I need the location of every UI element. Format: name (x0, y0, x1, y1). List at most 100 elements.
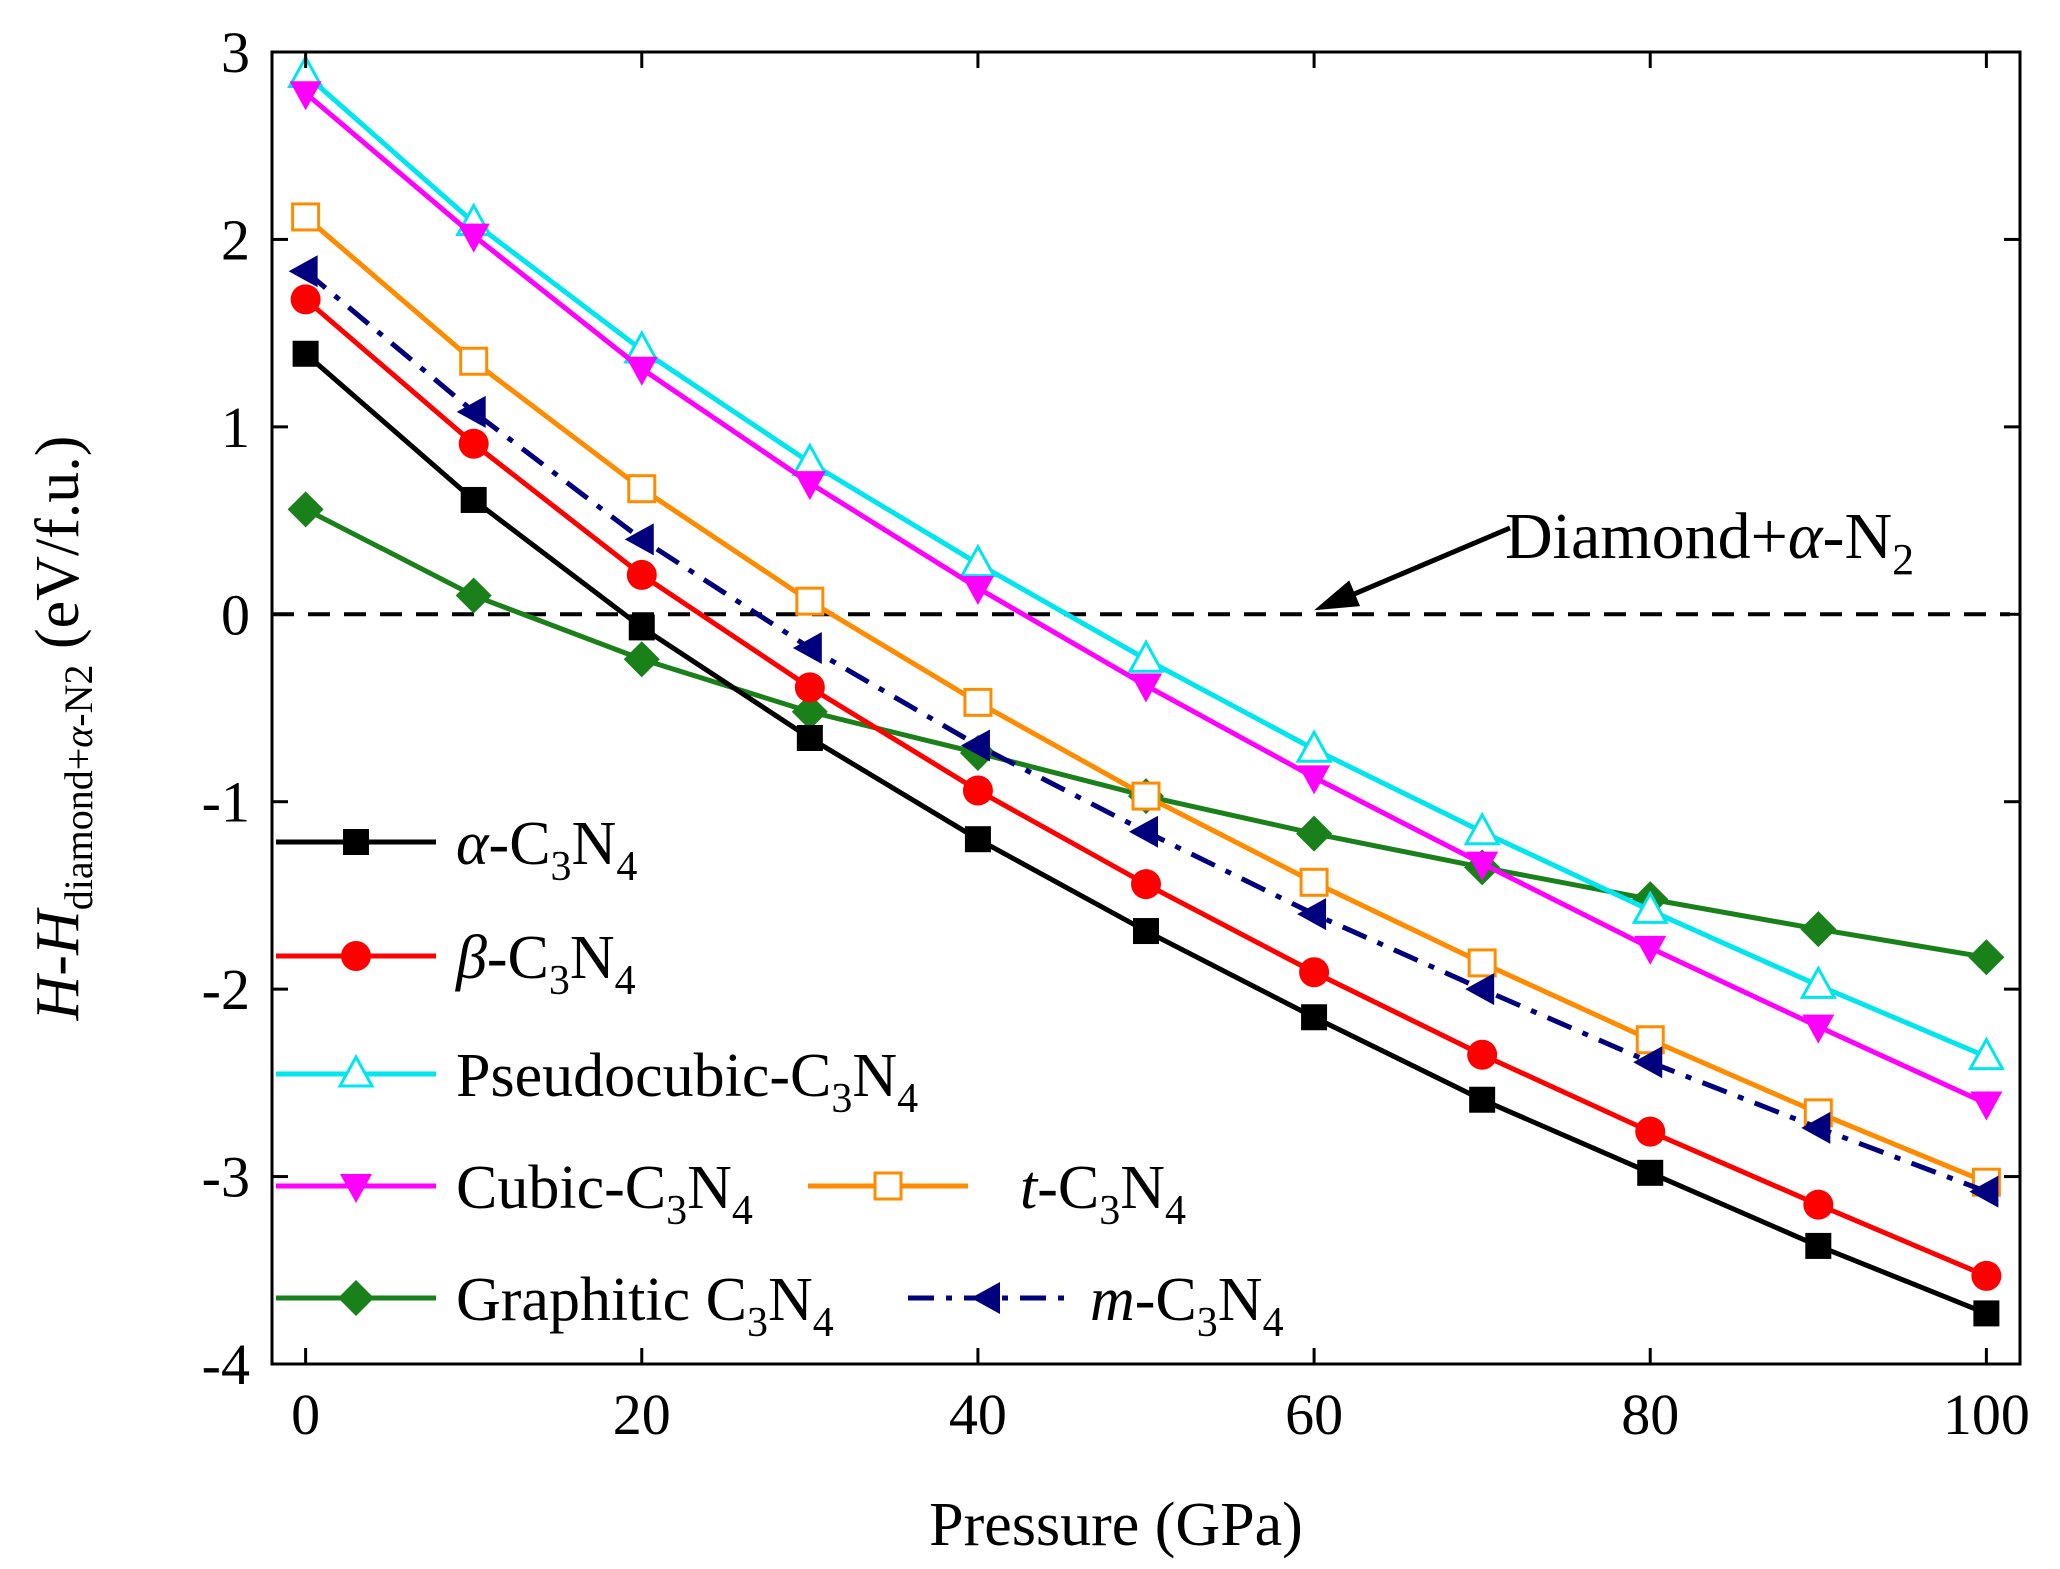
data-point-cubic (1802, 1014, 1835, 1044)
legend-sub4: 4 (615, 958, 636, 1004)
legend-label: β-C3N4 (455, 924, 636, 1004)
data-point-beta (1131, 869, 1161, 900)
x-tick-label: 60 (1285, 1382, 1343, 1447)
x-tick-label: 40 (949, 1382, 1007, 1447)
series-m (288, 255, 1999, 1208)
data-point-alpha (292, 340, 319, 367)
data-point-graphitic (791, 693, 828, 730)
series-pseudocubic (287, 54, 2005, 1071)
legend-n: N (1218, 1266, 1263, 1334)
legend-swatch-marker (337, 1053, 375, 1088)
data-point-beta (1467, 1039, 1498, 1070)
y-tick-label: -4 (202, 1332, 250, 1397)
data-point-beta (626, 559, 657, 590)
legend-prefix: α (456, 810, 490, 878)
y-label-h: H (24, 972, 92, 1021)
data-point-cubic (793, 471, 826, 501)
legend-sub4: 4 (897, 1076, 918, 1122)
data-point-graphitic (1800, 911, 1837, 948)
data-point-cubic (1466, 851, 1499, 881)
legend-name: -C (487, 924, 549, 992)
series-beta (290, 284, 2002, 1291)
data-point-cubic (625, 356, 658, 386)
legend-item-graphitic: Graphitic C3N4 (276, 1266, 834, 1346)
data-point-pseudocubic (1127, 639, 1165, 673)
legend-label: α-C3N4 (456, 810, 637, 890)
legend-name: -C (1135, 1266, 1197, 1334)
data-point-alpha (1973, 1300, 2000, 1327)
legend-item-t: t-C3N4 (808, 1154, 1186, 1234)
legend-name: -C (489, 810, 551, 878)
series-alpha (292, 340, 2000, 1327)
data-point-alpha (628, 614, 655, 641)
y-axis-label: H-Hdiamond+α-N2 (eV/f.u.) (24, 436, 101, 1022)
data-point-graphitic (1968, 939, 2005, 976)
legend-n: N (768, 1266, 813, 1334)
y-label-sub-alpha: α (56, 726, 101, 748)
legend-sub3: 3 (831, 1076, 852, 1122)
data-point-t (1467, 948, 1497, 978)
data-point-alpha (1301, 1004, 1328, 1031)
reference-arrow-shaft (1343, 525, 1511, 601)
data-point-m (1633, 1046, 1663, 1079)
data-point-beta (458, 428, 489, 459)
data-point-alpha (1637, 1159, 1664, 1186)
y-label-dash: - (24, 955, 92, 976)
plot-frame (270, 50, 2022, 1366)
data-point-t (291, 202, 321, 232)
legend-prefix: t (1020, 1154, 1039, 1222)
data-point-m (1465, 973, 1495, 1006)
axis-labels: Pressure (GPa)H-Hdiamond+α-N2 (eV/f.u.) (24, 436, 1303, 1559)
data-point-pseudocubic (791, 442, 829, 476)
reference-label-alpha: α (1788, 500, 1824, 573)
legend-swatch-marker (341, 941, 371, 971)
data-point-beta (1299, 957, 1330, 988)
series-line-cubic (303, 91, 1988, 1106)
data-point-graphitic (455, 577, 492, 614)
legend-name: Graphitic C (456, 1266, 747, 1334)
legend-sub3: 3 (1197, 1300, 1218, 1346)
legend-sub4: 4 (1263, 1300, 1284, 1346)
reference-label-a: Diamond+ (1505, 500, 1788, 573)
data-point-m (1969, 1175, 1999, 1208)
data-point-pseudocubic (1295, 729, 1333, 763)
data-point-m (792, 632, 822, 665)
data-point-beta (794, 672, 825, 703)
data-point-m (624, 523, 654, 556)
series-cubic (289, 81, 2003, 1121)
data-point-beta (290, 284, 321, 315)
legend-sub4: 4 (813, 1300, 834, 1346)
legend-item-m: m-C3N4 (908, 1266, 1284, 1346)
x-tick-label: 80 (1621, 1382, 1679, 1447)
reference-label: Diamond+α-N2 (1505, 500, 1914, 584)
data-point-pseudocubic (1799, 965, 1837, 999)
y-tick-label: 0 (221, 582, 250, 647)
legend-label: t-C3N4 (1020, 1154, 1186, 1234)
legend-sub4: 4 (732, 1188, 753, 1234)
data-point-pseudocubic (959, 543, 997, 578)
reference-label-sub: 2 (1892, 535, 1914, 584)
data-point-alpha (1805, 1232, 1832, 1259)
reference-layer: Diamond+α-N2 (272, 500, 2010, 617)
data-point-alpha (1133, 918, 1159, 945)
legend-item-beta: β-C3N4 (276, 924, 636, 1004)
y-tick-label: -1 (202, 770, 250, 835)
legend-swatch-marker (338, 1280, 374, 1316)
x-tick-label: 100 (1943, 1382, 2030, 1447)
series-layer (287, 54, 2005, 1327)
x-tick-label: 0 (291, 1382, 320, 1447)
axes: 0 20 40 60 80 100 -4 -3 -2 -1 0 1 2 3 (202, 20, 2030, 1447)
legend-sub4: 4 (616, 844, 637, 890)
data-point-graphitic (623, 641, 660, 678)
legend-prefix: m (1090, 1266, 1135, 1334)
data-point-t (963, 687, 993, 717)
data-point-graphitic (287, 491, 324, 528)
legend-label: m-C3N4 (1090, 1266, 1284, 1346)
data-point-beta (962, 775, 993, 806)
y-label-unit: (eV/f.u.) (24, 436, 92, 665)
data-point-cubic (1298, 765, 1331, 795)
legend-name: Pseudocubic-C (456, 1042, 831, 1110)
data-point-graphitic (1296, 815, 1333, 852)
data-point-m (1297, 898, 1327, 931)
